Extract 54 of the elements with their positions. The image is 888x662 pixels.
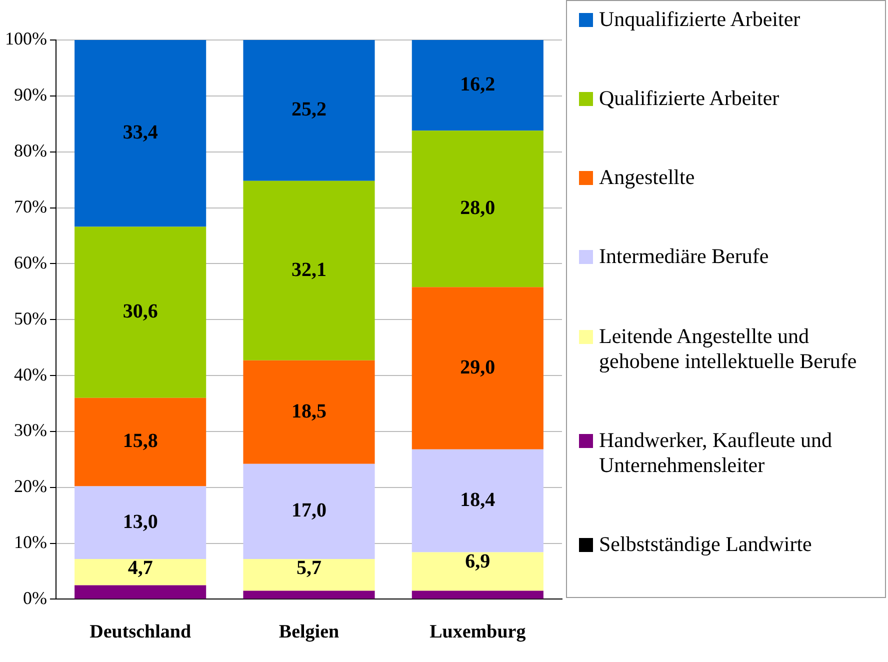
data-label: 25,2 <box>291 98 326 121</box>
x-tick-label: Deutschland <box>90 622 192 643</box>
data-label: 16,2 <box>460 73 496 96</box>
y-tick-label: 30% <box>14 420 47 440</box>
bar <box>412 552 544 591</box>
bar <box>74 398 206 486</box>
y-tick-label: 0% <box>22 588 47 608</box>
data-label: 33,4 <box>122 122 158 144</box>
data-label: 4,7 <box>128 557 153 580</box>
bar <box>412 449 544 552</box>
y-tick-label: 10% <box>14 532 47 552</box>
legend-label: Qualifizierte Arbeiter <box>599 86 780 112</box>
y-tick-label: 60% <box>14 252 47 272</box>
data-label: 18,4 <box>460 488 496 511</box>
y-tick-label: 20% <box>14 476 47 496</box>
legend-label: Unqualifizierte Arbeiter <box>599 7 800 32</box>
data-label: 17,0 <box>291 500 326 522</box>
bar <box>74 558 206 586</box>
bar <box>412 130 544 288</box>
bar <box>74 585 206 599</box>
bar <box>243 464 375 559</box>
bar <box>74 40 206 227</box>
legend-label: Handwerker, Kaufleute und Unternehmensleiter <box>599 428 833 478</box>
bar <box>74 486 206 559</box>
legend-label: Leitende Angestellte und gehobene intellektuelle Berufe <box>599 324 858 374</box>
data-label: 29,0 <box>460 356 496 378</box>
bar <box>412 40 544 131</box>
bar <box>243 360 375 464</box>
legend-label: Selbstständige Landwirte <box>599 532 812 557</box>
bar <box>243 180 375 360</box>
y-tick-label: 90% <box>14 84 47 105</box>
bar <box>412 590 544 599</box>
y-tick-label: 100% <box>4 28 47 49</box>
legend-label: Intermediäre Berufe <box>599 244 769 270</box>
bar <box>243 40 375 181</box>
x-tick-label: Luxemburg <box>430 622 526 643</box>
y-tick-label: 70% <box>14 196 47 216</box>
bar <box>412 287 544 450</box>
data-label: 6,9 <box>465 550 490 572</box>
y-tick-label: 50% <box>14 308 47 328</box>
data-label: 15,8 <box>122 430 158 452</box>
data-label: 28,0 <box>460 197 496 220</box>
y-tick-label: 40% <box>14 364 47 384</box>
data-label: 5,7 <box>296 557 322 580</box>
bar <box>243 558 375 591</box>
legend-label: Angestellte <box>599 165 695 190</box>
bar <box>74 226 206 398</box>
data-label: 30,6 <box>122 300 158 322</box>
data-label: 32,1 <box>291 258 326 281</box>
x-tick-label: Belgien <box>278 622 340 643</box>
y-tick-label: 80% <box>14 140 47 161</box>
data-label: 18,5 <box>291 400 326 422</box>
bar <box>243 590 375 599</box>
data-label: 13,0 <box>122 510 158 533</box>
